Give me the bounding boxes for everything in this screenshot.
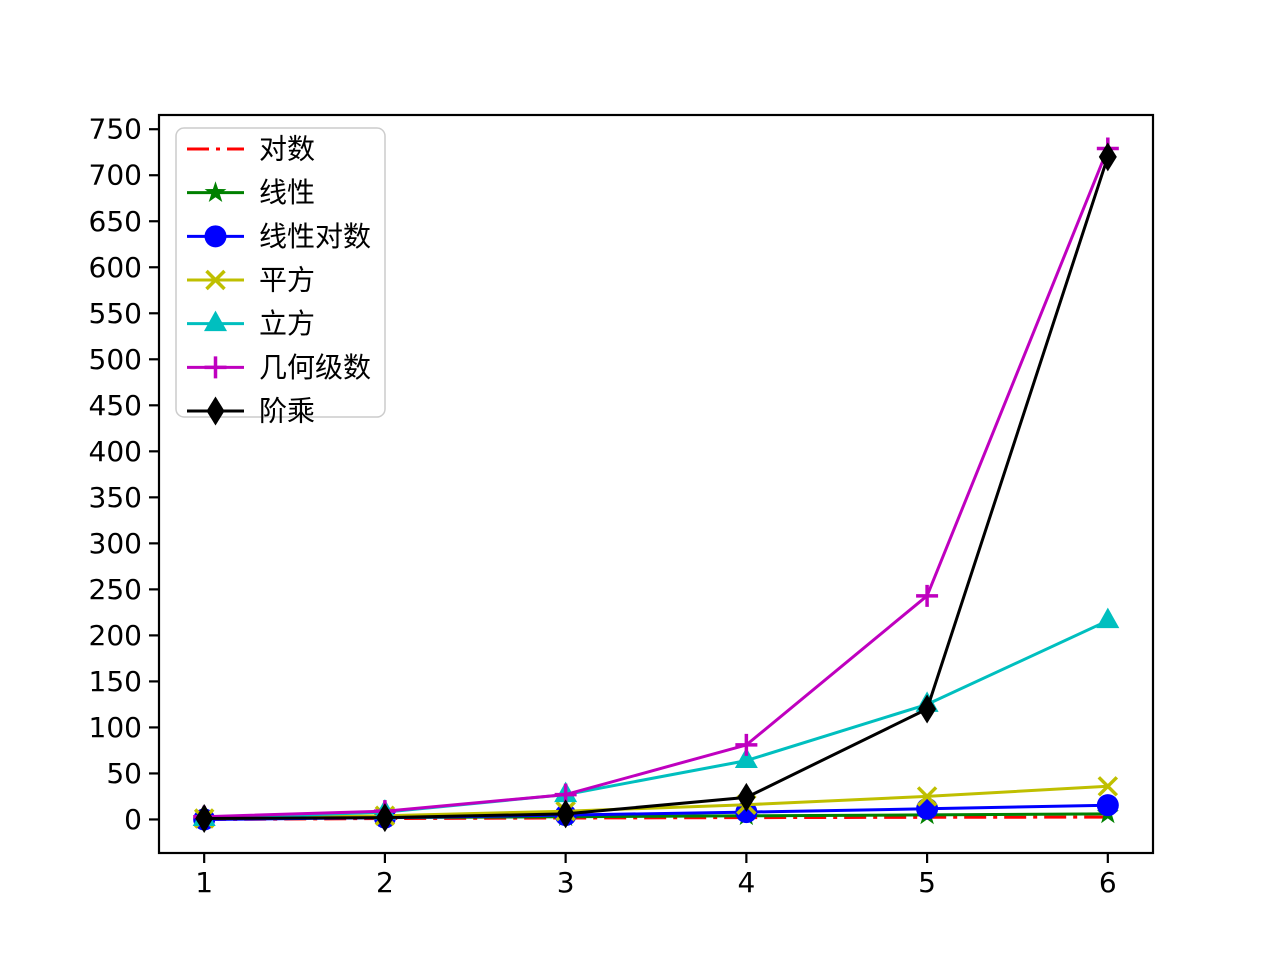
y-tick-label: 550 (89, 297, 142, 330)
y-tick-label: 400 (89, 435, 142, 468)
legend-item-linear: 线性 (187, 176, 315, 209)
y-tick-label: 0 (124, 803, 142, 836)
plus-marker-icon (735, 733, 758, 756)
y-tick-label: 250 (89, 573, 142, 606)
legend-label: 立方 (259, 307, 315, 340)
series-geometric-line (204, 147, 1110, 819)
diamond-marker-icon (556, 799, 575, 829)
circle-marker-icon (735, 801, 758, 824)
triangle-marker-icon (204, 310, 227, 332)
x-axis: 1 2 3 4 5 6 (195, 853, 1117, 899)
y-tick-label: 200 (89, 619, 142, 652)
legend-label: 平方 (259, 264, 315, 297)
legend-item-geometric: 几何级数 (187, 351, 371, 384)
legend-item-log: 对数 (187, 133, 315, 166)
y-tick-label: 700 (89, 159, 142, 192)
y-tick-label: 500 (89, 343, 142, 376)
legend-item-factorial: 阶乘 (187, 395, 315, 428)
x-tick-label: 3 (557, 866, 575, 899)
y-tick-label: 350 (89, 481, 142, 514)
legend-label: 线性对数 (259, 220, 371, 253)
series-factorial-line (204, 156, 1110, 820)
x-tick-label: 6 (1099, 866, 1117, 899)
legend-box (175, 127, 386, 418)
legend-item-linearithmic: 线性对数 (187, 220, 371, 253)
y-tick-label: 750 (89, 113, 142, 146)
diamond-marker-icon (206, 396, 225, 426)
x-tick-label: 2 (376, 866, 394, 899)
circle-marker-icon (204, 225, 227, 248)
y-tick-label: 100 (89, 711, 142, 744)
plus-marker-icon (916, 584, 939, 607)
y-tick-label: 450 (89, 389, 142, 422)
legend-label: 几何级数 (259, 351, 371, 384)
diamond-marker-icon (195, 804, 214, 834)
series-factorial (195, 142, 1117, 834)
y-tick-label: 600 (89, 251, 142, 284)
y-tick-label: 300 (89, 527, 142, 560)
plot-frame (157, 113, 1155, 855)
plus-marker-icon (204, 356, 227, 379)
star-marker-icon (204, 181, 227, 202)
y-tick-label: 650 (89, 205, 142, 238)
legend-label: 对数 (259, 133, 315, 166)
triangle-marker-icon (1096, 607, 1120, 629)
diamond-marker-icon (1098, 142, 1117, 172)
diamond-marker-icon (737, 782, 756, 812)
legend-item-square: 平方 (187, 264, 315, 297)
circle-marker-icon (916, 797, 939, 820)
x-marker-icon (916, 786, 938, 807)
y-axis: 0 50 100 150 200 250 300 350 400 450 500 550 600 650 7… (89, 113, 159, 836)
x-tick-label: 4 (737, 866, 755, 899)
legend-label: 线性 (259, 176, 315, 209)
diamond-marker-icon (375, 803, 394, 833)
y-tick-label: 50 (106, 757, 142, 790)
legend-item-cube: 立方 (187, 307, 315, 340)
legend-label: 阶乘 (259, 395, 315, 428)
x-marker-icon (205, 269, 226, 291)
x-tick-label: 1 (195, 866, 213, 899)
x-tick-label: 5 (918, 866, 936, 899)
triangle-marker-icon (734, 747, 758, 769)
circle-marker-icon (1096, 794, 1119, 817)
diamond-marker-icon (918, 694, 937, 724)
x-marker-icon (1097, 776, 1119, 797)
y-tick-label: 150 (89, 665, 142, 698)
